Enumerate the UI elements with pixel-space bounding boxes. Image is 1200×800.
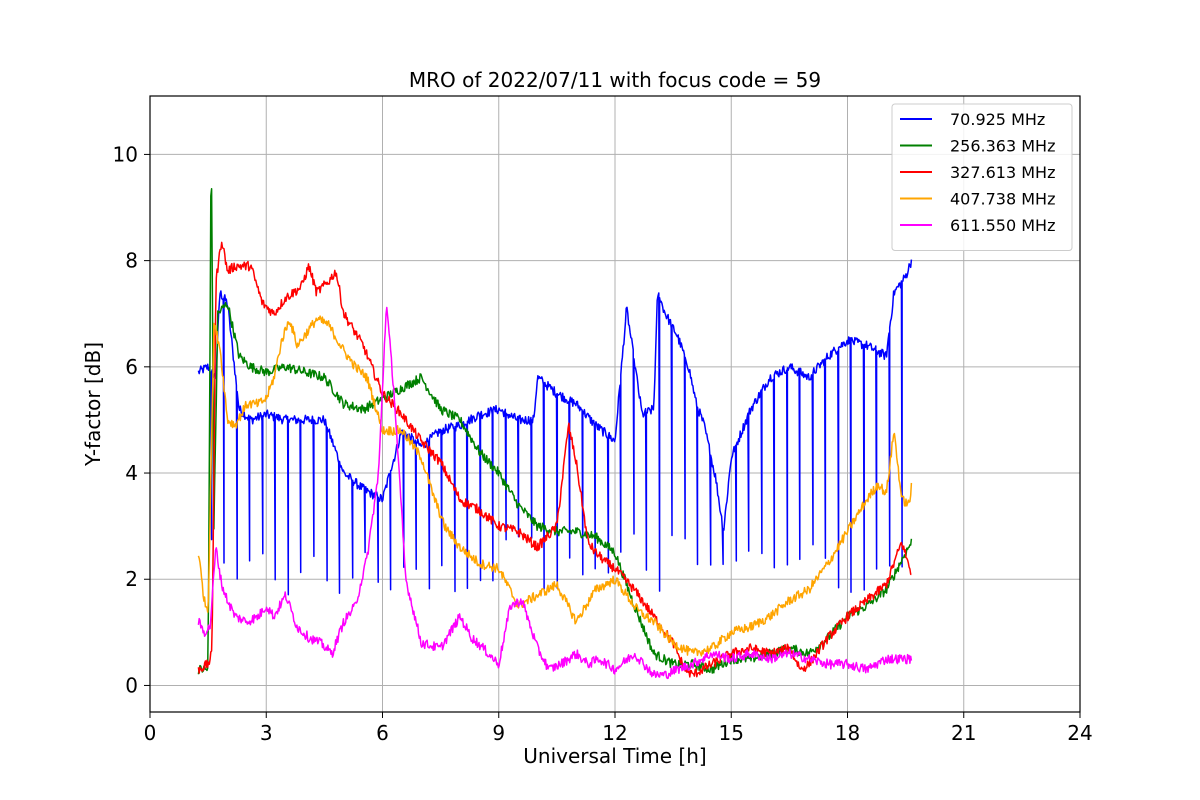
legend-label: 407.738 MHz (950, 190, 1055, 209)
legend-label: 327.613 MHz (950, 163, 1055, 182)
x-tick-label: 12 (602, 721, 627, 745)
x-tick-label: 9 (492, 721, 505, 745)
legend-label: 256.363 MHz (950, 137, 1055, 156)
y-tick-label: 2 (125, 567, 138, 591)
x-axis: 0 3 6 9 12 15 18 21 24 (144, 712, 1093, 745)
plot-series (197, 188, 913, 680)
chart-title: MRO of 2022/07/11 with focus code = 59 (409, 68, 821, 92)
x-tick-label: 15 (719, 721, 744, 745)
x-tick-label: 0 (144, 721, 157, 745)
series-line (197, 259, 913, 596)
series-line (197, 188, 913, 675)
x-tick-label: 3 (260, 721, 273, 745)
y-axis-label: Y-factor [dB] (81, 342, 105, 467)
x-tick-label: 18 (835, 721, 860, 745)
y-tick-label: 4 (125, 461, 138, 485)
legend-label: 70.925 MHz (950, 110, 1045, 129)
legend: 70.925 MHz 256.363 MHz 327.613 MHz 407.738 … (891, 103, 1073, 251)
x-tick-label: 6 (376, 721, 389, 745)
y-tick-label: 8 (125, 249, 138, 273)
legend-box (891, 103, 1073, 251)
legend-label: 611.550 MHz (950, 216, 1055, 235)
x-tick-label: 24 (1067, 721, 1092, 745)
series-line (197, 306, 913, 680)
y-tick-label: 6 (125, 355, 138, 379)
x-tick-label: 21 (951, 721, 976, 745)
y-axis: 0 2 4 6 8 10 (113, 142, 150, 697)
series-line (197, 315, 913, 657)
x-axis-label: Universal Time [h] (523, 744, 706, 768)
y-tick-label: 10 (113, 142, 138, 166)
y-tick-label: 0 (125, 673, 138, 697)
